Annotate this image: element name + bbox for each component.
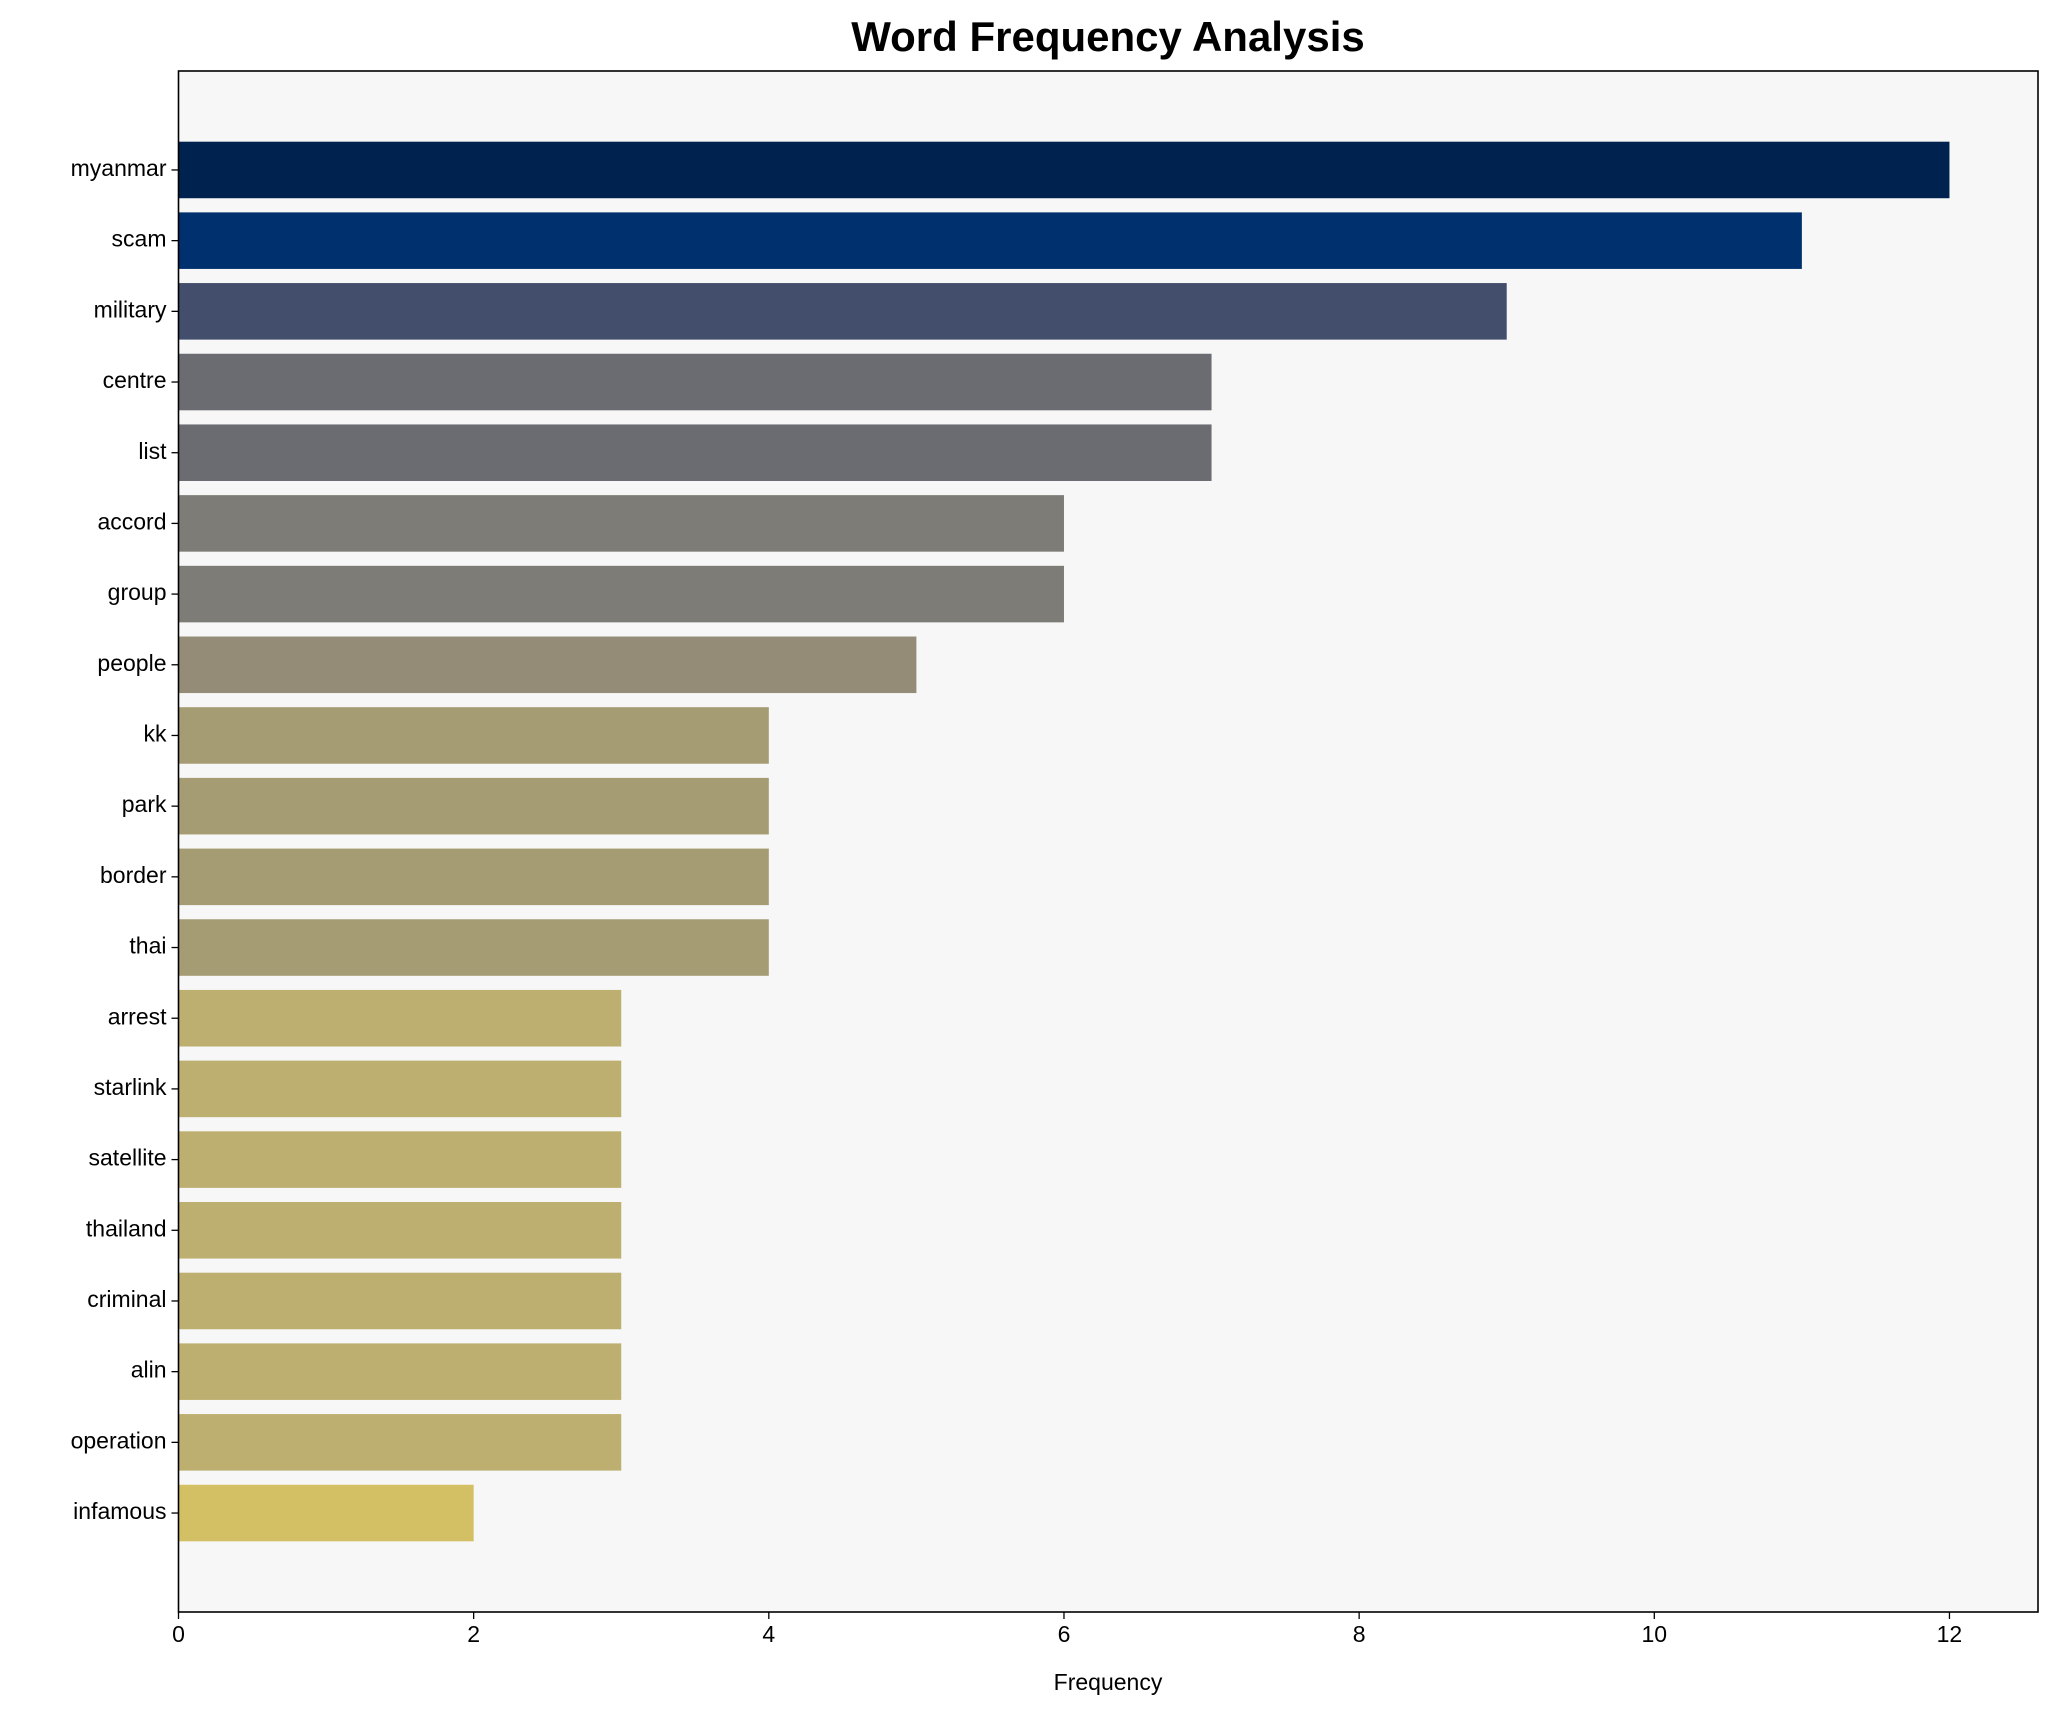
y-tick-label: starlink	[94, 1074, 167, 1100]
y-tick-label: thailand	[86, 1215, 167, 1241]
y-tick-label: military	[94, 296, 167, 322]
x-tick-label: 4	[762, 1621, 775, 1647]
x-tick-label: 10	[1641, 1621, 1667, 1647]
y-tick-label: list	[138, 438, 167, 464]
y-tick-label: infamous	[73, 1498, 166, 1524]
bar	[178, 848, 769, 906]
bar	[178, 1343, 622, 1400]
y-tick-label: scam	[112, 226, 167, 252]
bar	[178, 495, 1064, 552]
y-tick-label: people	[97, 650, 166, 676]
x-tick-label: 8	[1353, 1621, 1366, 1647]
bar	[178, 777, 769, 835]
y-tick-label: operation	[71, 1427, 167, 1453]
bar	[178, 1414, 622, 1471]
bar	[178, 353, 1212, 411]
bar	[178, 636, 917, 694]
bar	[178, 1060, 622, 1118]
y-tick-label: park	[122, 791, 167, 817]
bar	[178, 707, 769, 764]
bar	[178, 141, 1950, 199]
x-tick-label: 2	[467, 1621, 480, 1647]
y-tick-label: alin	[131, 1357, 167, 1383]
y-tick-label: myanmar	[71, 155, 167, 181]
bar	[178, 424, 1212, 481]
axes-frame	[177, 70, 2039, 1613]
x-axis-label: Frequency	[1054, 1669, 1163, 1695]
y-tick-label: satellite	[89, 1145, 167, 1171]
chart-title: Word Frequency Analysis	[851, 13, 1364, 60]
bar	[178, 919, 769, 976]
bar	[178, 565, 1064, 623]
x-tick-label: 6	[1058, 1621, 1071, 1647]
bar	[178, 283, 1507, 340]
y-tick-label: border	[100, 862, 167, 888]
y-tick-label: thai	[129, 933, 166, 959]
bar	[178, 212, 1802, 269]
y-tick-label: kk	[144, 721, 168, 747]
y-tick-label: accord	[97, 508, 166, 534]
bar	[178, 1272, 622, 1330]
x-tick-label: 0	[172, 1621, 185, 1647]
bar	[178, 1131, 622, 1188]
bar	[178, 1484, 474, 1542]
bar	[178, 1202, 622, 1259]
bar	[178, 989, 622, 1047]
y-tick-label: group	[108, 579, 167, 605]
y-tick-label: centre	[103, 367, 167, 393]
y-tick-label: criminal	[87, 1286, 166, 1312]
y-tick-label: arrest	[108, 1003, 167, 1029]
x-tick-label: 12	[1937, 1621, 1963, 1647]
